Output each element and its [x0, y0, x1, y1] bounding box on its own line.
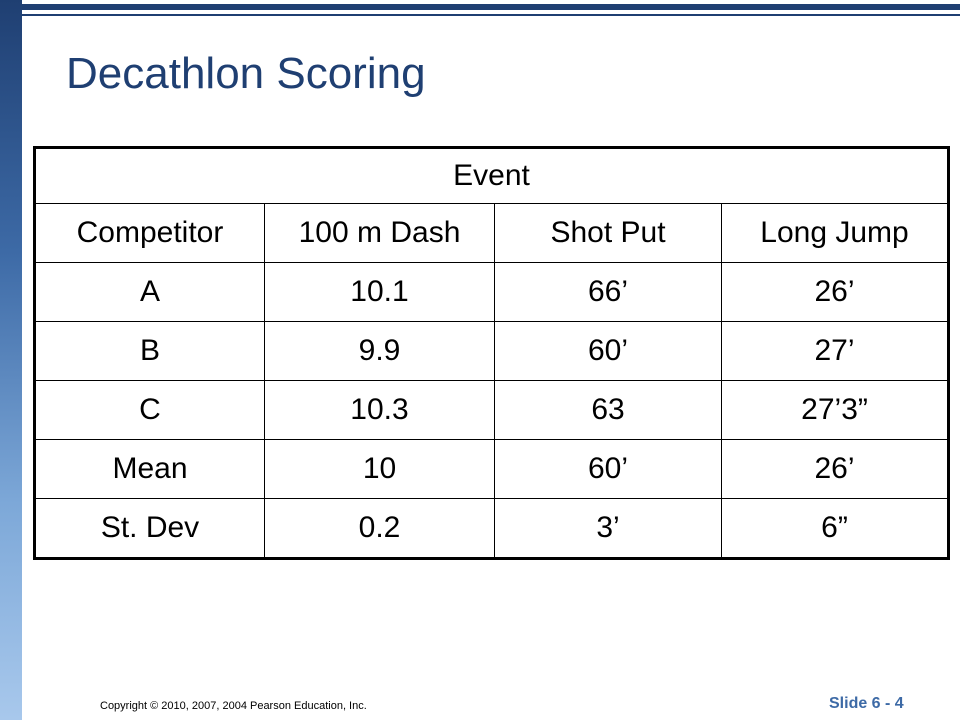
- column-header: Competitor: [34, 203, 265, 263]
- column-header: 100 m Dash: [264, 203, 495, 263]
- table-cell: 26’: [720, 439, 950, 499]
- top-rule-thick: [22, 4, 960, 10]
- table-row: Mean 10 60’ 26’: [34, 439, 950, 499]
- table-cell: 10.1: [264, 262, 495, 322]
- column-header: Shot Put: [494, 203, 722, 263]
- table-cell: 26’: [720, 262, 950, 322]
- table-cell: 63: [494, 380, 722, 440]
- table-cell: 60’: [494, 439, 722, 499]
- table-row: A 10.1 66’ 26’: [34, 262, 950, 322]
- table-cell: 10: [264, 439, 495, 499]
- slide-number: Slide 6 - 4: [829, 695, 904, 712]
- table-row: B 9.9 60’ 27’: [34, 321, 950, 381]
- table-cell: 10.3: [264, 380, 495, 440]
- table-cell: B: [34, 321, 265, 381]
- table-cell: 27’: [720, 321, 950, 381]
- top-rule-thin: [22, 14, 960, 16]
- table-cell: A: [34, 262, 265, 322]
- table-cell: 60’: [494, 321, 722, 381]
- table-cell: 27’3”: [720, 380, 950, 440]
- slide-title: Decathlon Scoring: [66, 49, 426, 98]
- table-row: C 10.3 63 27’3”: [34, 380, 950, 440]
- table-cell: C: [34, 380, 265, 440]
- copyright-notice: Copyright © 2010, 2007, 2004 Pearson Edu…: [100, 700, 367, 712]
- table-cell: 6”: [720, 498, 950, 559]
- table-cell: 0.2: [264, 498, 495, 559]
- table-cell: 3’: [494, 498, 722, 559]
- table-header-row: Competitor 100 m Dash Shot Put Long Jump: [34, 203, 950, 263]
- table-cell: 9.9: [264, 321, 495, 381]
- table-row: St. Dev 0.2 3’ 6”: [34, 498, 950, 559]
- table-cell: St. Dev: [34, 498, 265, 559]
- side-accent-bar: [0, 0, 22, 720]
- column-header: Long Jump: [720, 203, 950, 263]
- table-cell: Mean: [34, 439, 265, 499]
- table-cell: 66’: [494, 262, 722, 322]
- event-header-cell: Event: [33, 147, 950, 204]
- decathlon-table: Event Competitor 100 m Dash Shot Put Lon…: [33, 146, 951, 560]
- table-group-header-row: Event: [33, 147, 950, 204]
